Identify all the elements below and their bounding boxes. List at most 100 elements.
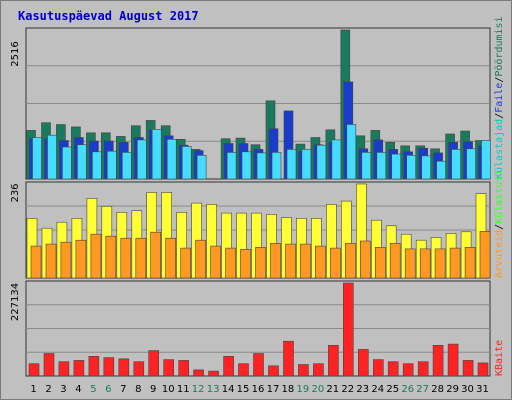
bar-panel2-s2-day-27 [419, 248, 431, 279]
bar-panel3-s1-day-21 [328, 344, 339, 377]
bar-panel2-s2-day-28 [434, 248, 446, 279]
bar-panel1-s3-day-8 [137, 139, 147, 180]
bar-panel3-s1-day-10 [163, 359, 174, 377]
x-tick-label-8: 8 [135, 384, 141, 395]
bar-panel1-s3-day-29 [451, 149, 461, 180]
bar-panel1-s3-day-1 [32, 137, 42, 180]
bar-panel1-s3-day-16 [256, 152, 267, 180]
bar-panel2-s2-day-24 [374, 247, 386, 279]
x-tick-label-30: 30 [461, 384, 474, 395]
bar-panel1-s3-day-18 [286, 149, 297, 180]
bar-panel1-s3-day-17 [271, 152, 282, 180]
bar-panel2-s2-day-5 [90, 233, 102, 279]
x-tick-label-28: 28 [431, 384, 444, 395]
panel-2 [25, 181, 491, 279]
bar-panel2-s2-day-22 [344, 243, 356, 279]
panel-3 [25, 280, 491, 377]
bar-panel2-s2-day-14 [225, 247, 236, 279]
legend-item: / [494, 77, 505, 83]
legend-item: Külastusi [494, 170, 505, 224]
x-tick-label-2: 2 [45, 384, 51, 395]
x-tick-label-18: 18 [282, 384, 295, 395]
legend-item: / [494, 224, 505, 230]
panel-1-ymax-label: 2516 [10, 41, 21, 66]
bar-panel2-s2-day-11 [180, 247, 191, 279]
bar-panel2-s2-day-15 [240, 249, 251, 279]
bar-panel1-s3-day-5 [92, 151, 102, 180]
bar-panel1-s3-day-14 [226, 152, 237, 180]
bar-panel1-s3-day-2 [47, 134, 57, 180]
bar-panel1-s3-day-27 [421, 155, 432, 180]
bar-panel3-s1-day-28 [432, 344, 444, 377]
bar-panel2-s2-day-23 [359, 240, 371, 279]
bar-panel2-s2-day-17 [270, 243, 281, 279]
bar-panel1-s3-day-12 [196, 155, 207, 180]
legend-item: Pöördumisi [494, 16, 505, 76]
bar-panel1-s3-day-3 [62, 146, 72, 180]
bar-panel3-s1-day-17 [268, 365, 279, 377]
bar-panel2-s2-day-20 [315, 245, 326, 279]
bar-panel2-s2-day-13 [210, 245, 221, 279]
bar-panel3-s1-day-2 [43, 353, 55, 377]
bar-panel3-s1-day-7 [118, 358, 130, 377]
x-tick-label-6: 6 [105, 384, 111, 395]
x-tick-label-26: 26 [401, 384, 414, 395]
bar-panel3-s1-day-25 [387, 361, 399, 377]
bar-panel1-s3-day-20 [316, 144, 327, 180]
bar-panel2-s2-day-18 [285, 243, 296, 279]
bar-panel2-s2-day-7 [120, 237, 132, 279]
x-tick-label-19: 19 [297, 384, 310, 395]
x-tick-label-22: 22 [341, 384, 354, 395]
bar-panel2-s2-day-2 [45, 243, 57, 279]
legend-item: Külastajad [494, 119, 505, 179]
bar-panel1-s3-day-22 [346, 124, 357, 180]
bar-panel2-s2-day-19 [300, 243, 311, 279]
bar-panel2-s2-day-6 [105, 235, 117, 279]
x-tick-label-10: 10 [162, 384, 175, 395]
x-tick-label-7: 7 [120, 384, 126, 395]
bar-panel2-s2-day-3 [60, 241, 72, 279]
bar-panel3-s1-day-19 [298, 364, 309, 377]
bar-panel3-s1-day-11 [178, 360, 189, 377]
bar-panel2-s2-day-1 [30, 245, 42, 279]
bar-panel2-s2-day-9 [150, 231, 161, 279]
bar-panel2-s2-day-25 [389, 243, 401, 279]
bar-panel1-s3-day-6 [107, 150, 117, 180]
panel-3-series-1 [28, 282, 489, 377]
bar-panel1-s3-day-23 [361, 152, 372, 180]
x-tick-label-9: 9 [150, 384, 156, 395]
bar-panel3-s1-day-1 [28, 363, 40, 377]
legend-item: KBaite [494, 340, 505, 376]
panel-3-legend: KBaite [494, 340, 505, 376]
panel-1 [25, 27, 491, 180]
x-tick-label-20: 20 [312, 384, 325, 395]
x-tick-label-5: 5 [90, 384, 96, 395]
bar-panel1-s3-day-30 [466, 148, 476, 180]
x-tick-label-27: 27 [416, 384, 429, 395]
bar-panel1-s3-day-15 [241, 151, 252, 180]
bar-panel3-s1-day-6 [103, 357, 115, 377]
bar-panel1-s3-day-10 [166, 139, 177, 180]
bar-panel2-s2-day-4 [75, 239, 87, 279]
bar-panel1-s3-day-24 [376, 152, 387, 180]
bar-panel1-s3-day-4 [77, 144, 87, 180]
bar-panel3-s1-day-20 [313, 363, 324, 377]
panel-1-series-3 [32, 124, 491, 180]
bar-panel3-s1-day-30 [462, 360, 474, 377]
x-tick-label-23: 23 [356, 384, 369, 395]
bar-panel2-s2-day-30 [464, 247, 476, 279]
panel-3-ymax-label: 227134 [10, 283, 21, 321]
panel-2-series-2 [30, 231, 491, 279]
bar-panel3-s1-day-9 [148, 350, 159, 377]
panel-2-ymax-label: 236 [10, 183, 21, 202]
bar-panel1-s3-day-19 [301, 149, 312, 180]
x-tick-label-24: 24 [371, 384, 384, 395]
x-tick-label-15: 15 [237, 384, 250, 395]
bar-panel3-s1-day-16 [253, 353, 264, 377]
x-tick-label-14: 14 [222, 384, 235, 395]
bar-panel1-s3-day-28 [436, 160, 446, 180]
bar-panel3-s1-day-31 [477, 362, 489, 377]
chart-title: Kasutuspäevad August 2017 [18, 9, 199, 23]
legend-item: / [494, 113, 505, 119]
